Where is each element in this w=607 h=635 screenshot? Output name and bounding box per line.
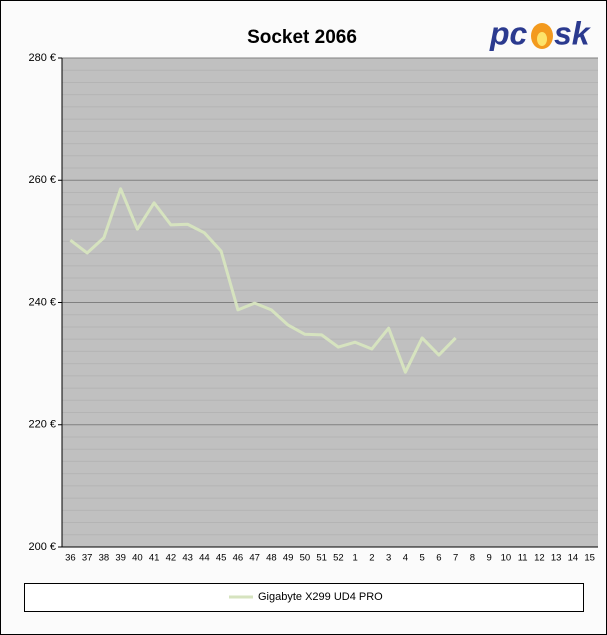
x-tick-label: 45: [216, 553, 227, 564]
x-tick-label: 6: [436, 553, 441, 564]
x-tick-label: 48: [266, 553, 277, 564]
x-tick-label: 46: [233, 553, 244, 564]
x-tick-label: 9: [486, 553, 491, 564]
x-tick-label: 36: [65, 553, 76, 564]
x-tick-label: 38: [99, 553, 110, 564]
x-tick-label: 1: [352, 553, 357, 564]
x-tick-label: 8: [470, 553, 475, 564]
x-tick-label: 52: [333, 553, 344, 564]
x-tick-label: 3: [386, 553, 391, 564]
chart-title: Socket 2066: [247, 27, 357, 48]
x-tick-label: 37: [82, 553, 93, 564]
data-line: [69, 187, 457, 374]
x-tick-label: 41: [149, 553, 160, 564]
x-tick-label: 47: [249, 553, 260, 564]
x-tick-label: 51: [316, 553, 327, 564]
logo-text: pc: [489, 15, 528, 51]
logo: pc sk: [489, 15, 592, 51]
x-tick-label: 43: [182, 553, 193, 564]
x-tick-label: 13: [551, 553, 562, 564]
x-tick-label: 10: [501, 553, 512, 564]
x-tick-label: 4: [403, 553, 408, 564]
x-tick-label: 2: [369, 553, 374, 564]
legend-box: [24, 583, 584, 612]
y-tick-label: 280 €: [28, 52, 56, 64]
y-tick-label: 260 €: [28, 174, 56, 186]
x-tick-label: 15: [584, 553, 595, 564]
logo-flame-core: [537, 32, 547, 46]
x-tick-label: 14: [568, 553, 579, 564]
x-tick-label: 7: [453, 553, 458, 564]
x-tick-label: 40: [132, 553, 143, 564]
x-tick-label: 50: [300, 553, 311, 564]
x-tick-label: 11: [518, 553, 528, 564]
x-tick-label: 44: [199, 553, 210, 564]
x-tick-label: 39: [115, 553, 126, 564]
logo-text: sk: [554, 15, 592, 51]
y-tick-label: 240 €: [28, 296, 56, 308]
x-tick-label: 49: [283, 553, 294, 564]
x-tick-label: 42: [166, 553, 177, 564]
legend-label: Gigabyte X299 UD4 PRO: [258, 591, 383, 603]
y-tick-label: 220 €: [28, 419, 56, 431]
y-tick-label: 200 €: [28, 541, 56, 553]
x-tick-label: 5: [419, 553, 424, 564]
x-tick-label: 12: [534, 553, 545, 564]
